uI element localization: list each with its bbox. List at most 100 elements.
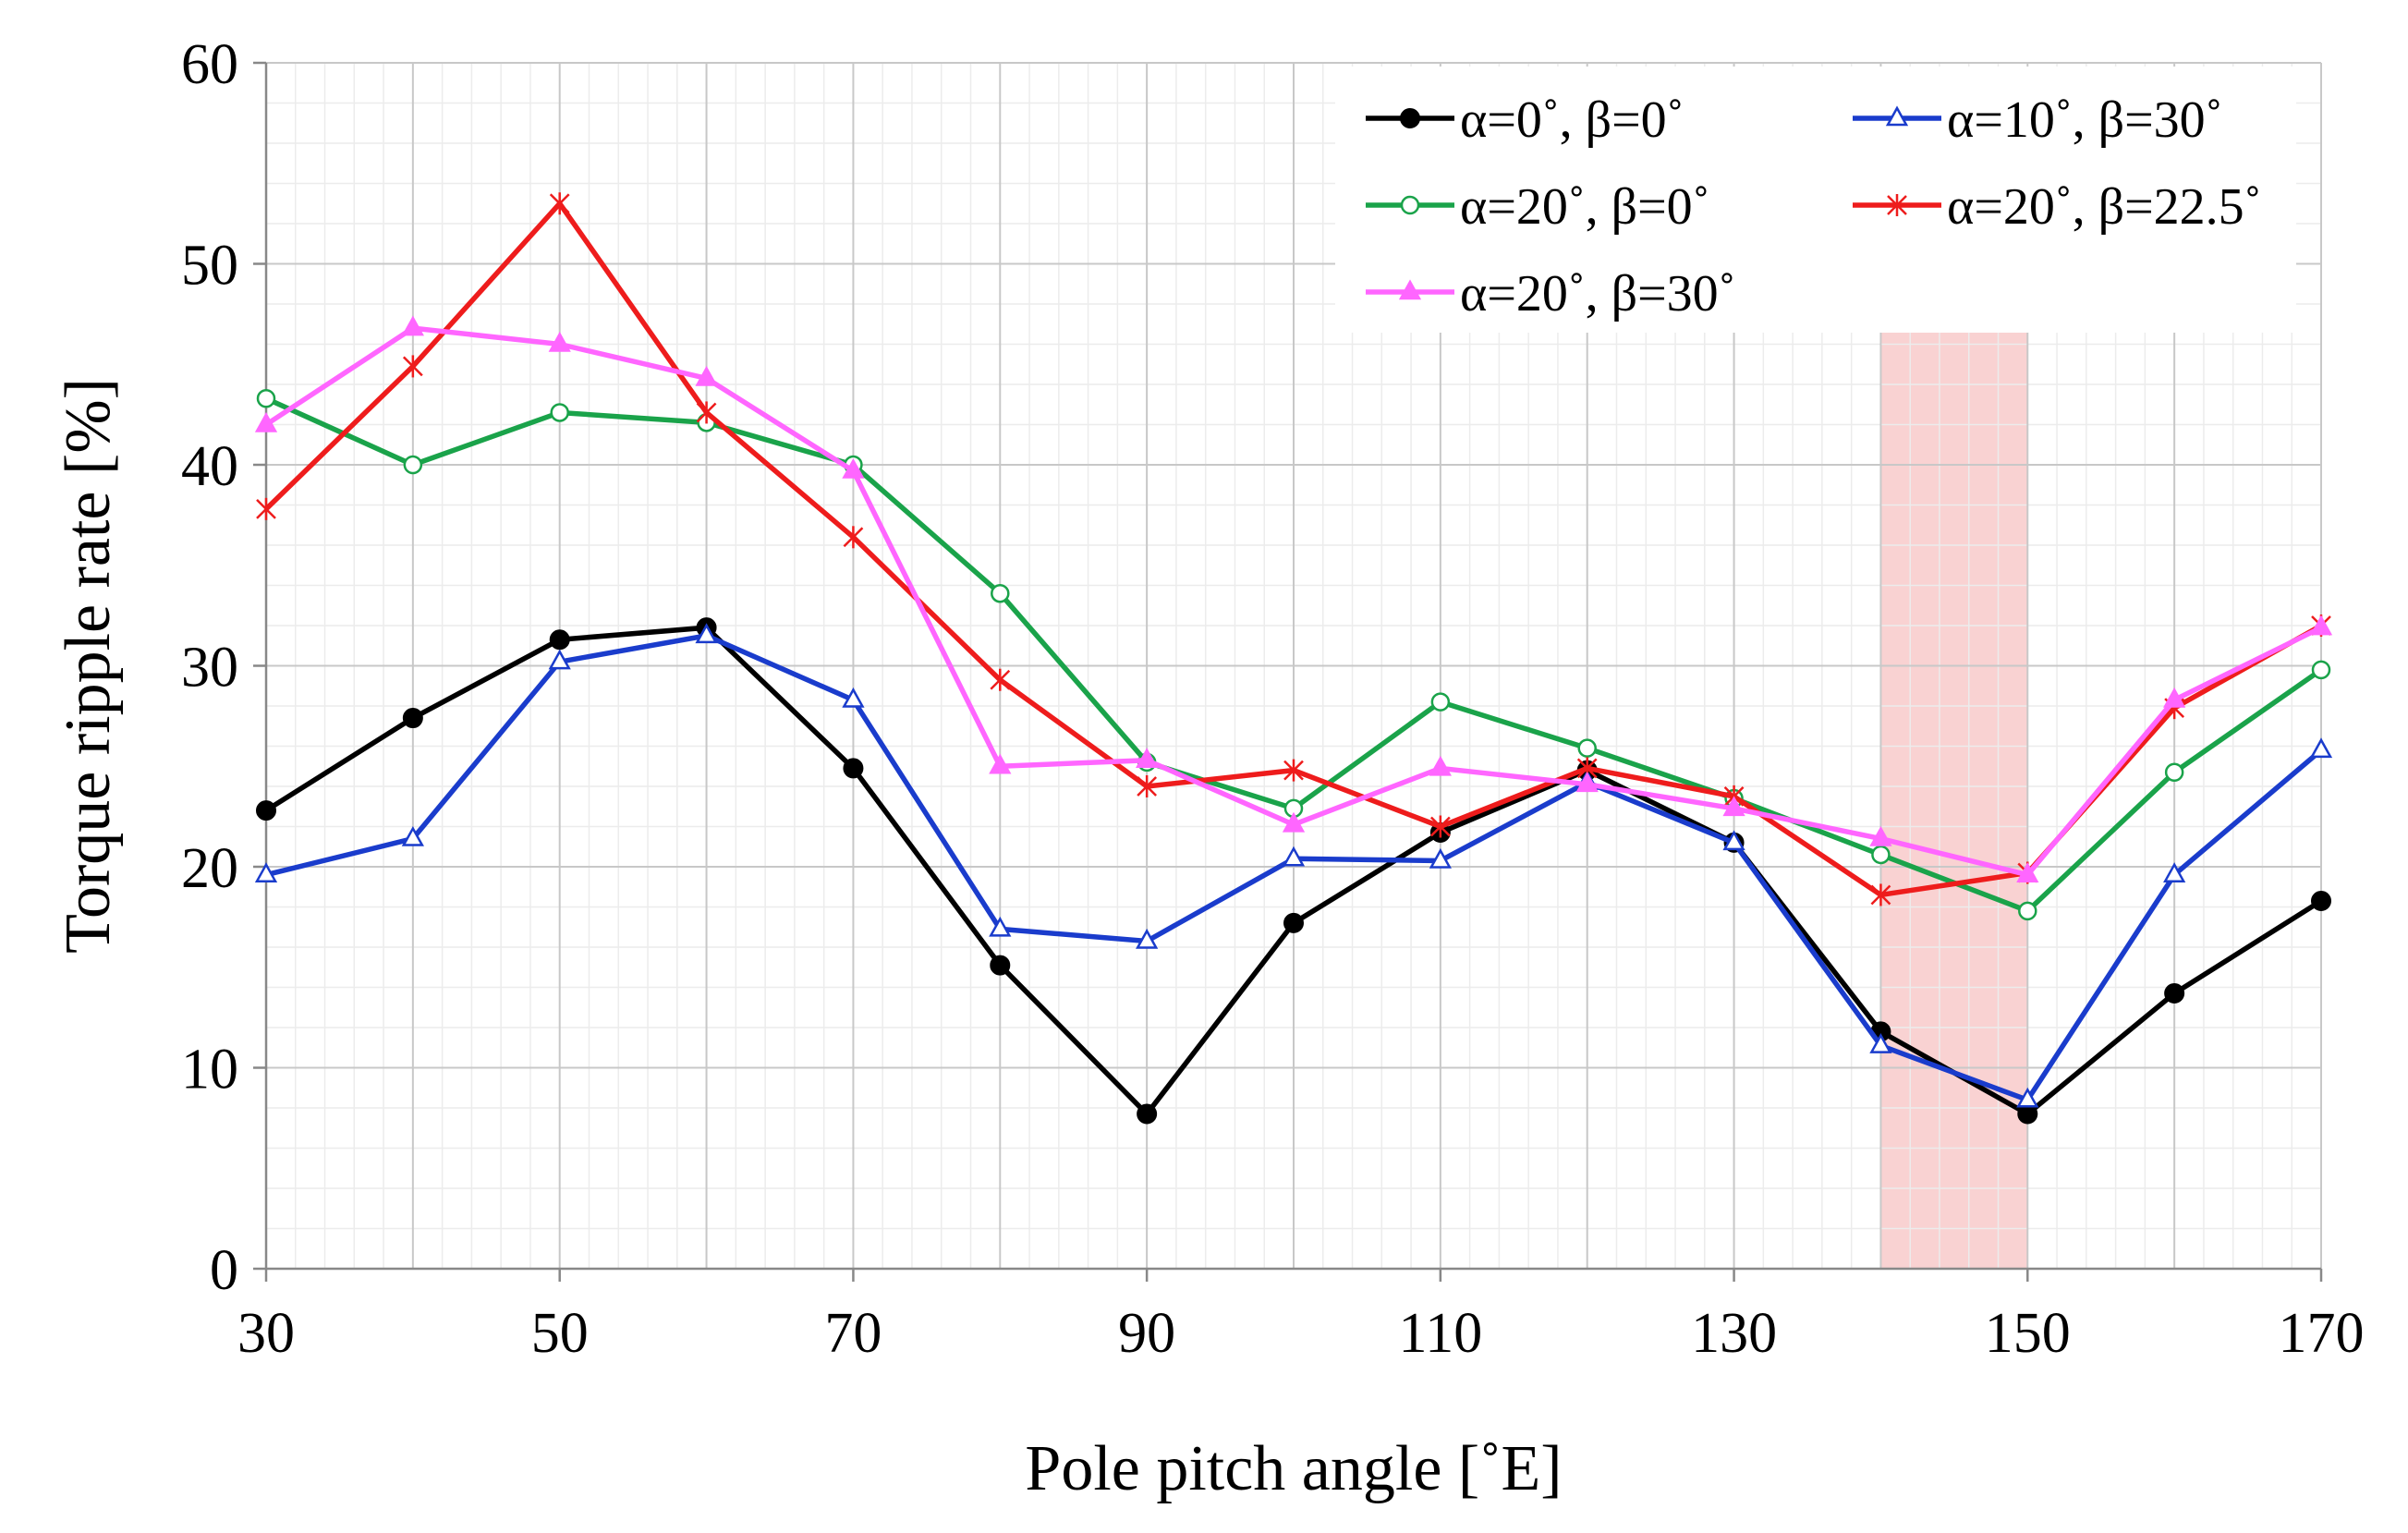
- x-tick-label: 90: [1118, 1302, 1175, 1365]
- series-3-point: [2164, 762, 2184, 783]
- series-2-point: [1722, 830, 1745, 851]
- axes: [253, 61, 2323, 1282]
- series-5-point: [548, 331, 571, 352]
- series-4-point: [696, 401, 717, 424]
- series-5-point: [1722, 796, 1745, 817]
- series-2-point: [2016, 1087, 2039, 1108]
- x-tick-label: 110: [1399, 1302, 1483, 1365]
- series-1-point: [1283, 912, 1304, 933]
- y-tick-label: 60: [181, 33, 238, 96]
- legend-entry-5: α=20˚, β=30˚: [1366, 265, 1735, 322]
- series-3-point: [1871, 845, 1891, 865]
- legend-entry-1: α=0˚, β=0˚: [1366, 91, 1684, 149]
- series-5-point: [1869, 825, 1892, 846]
- x-tick-label: 50: [531, 1302, 589, 1365]
- series-1-point: [256, 800, 276, 821]
- legend-swatch-marker: [1885, 105, 1909, 127]
- x-tick-label: 170: [2279, 1302, 2365, 1365]
- series-2-point: [254, 862, 278, 882]
- series-5-point: [2163, 687, 2186, 708]
- series-2-point: [1869, 1033, 1892, 1053]
- legend-background: [1335, 67, 2296, 333]
- series-2: [254, 623, 2333, 1108]
- series-5-point: [1136, 748, 1159, 768]
- series-5-point: [1429, 755, 1452, 776]
- series-2-point: [401, 825, 424, 846]
- series-4-point: [1137, 775, 1158, 797]
- highlight-band: [1880, 331, 2028, 1269]
- series-5-point: [1282, 811, 1306, 833]
- legend-swatch-marker: [1887, 194, 1907, 216]
- legend-swatch-marker: [1400, 108, 1420, 128]
- series-5-point: [1575, 772, 1599, 793]
- series-5-point: [695, 365, 718, 386]
- series-5-point: [2309, 614, 2333, 636]
- series-3-point: [550, 403, 569, 422]
- series-4-point: [1283, 759, 1304, 782]
- series-1-point: [549, 629, 570, 651]
- series-4-point: [402, 355, 423, 378]
- series-1-point: [2164, 983, 2185, 1004]
- series-5-point: [401, 315, 424, 336]
- series-2-point: [1136, 928, 1159, 949]
- series-4-point: [549, 192, 570, 215]
- series-4-point: [990, 668, 1011, 691]
- series-2-point: [989, 916, 1012, 937]
- legend-swatch-marker: [1400, 195, 1420, 215]
- y-tick-label: 10: [181, 1039, 238, 1101]
- legend-label: α=10˚, β=30˚: [1947, 91, 2222, 149]
- series-3-point: [1430, 692, 1451, 712]
- series-2-point: [842, 687, 865, 708]
- series-3-point: [256, 388, 276, 408]
- y-tick-label: 40: [181, 435, 238, 498]
- series-2-point: [548, 649, 571, 670]
- series-4-point: [256, 497, 276, 520]
- legend-entry-3: α=20˚, β=0˚: [1366, 178, 1709, 236]
- series-1-point: [1137, 1103, 1158, 1125]
- legend-label: α=20˚, β=22.5˚: [1947, 178, 2261, 236]
- y-tick-label: 30: [181, 637, 238, 700]
- series-1-point: [402, 708, 423, 729]
- series-1-point: [990, 955, 1011, 976]
- legend-label: α=0˚, β=0˚: [1460, 91, 1684, 149]
- x-tick-label: 70: [824, 1302, 882, 1365]
- x-tick-label: 130: [1691, 1302, 1777, 1365]
- legend-entry-2: α=10˚, β=30˚: [1853, 91, 2222, 149]
- series-layer: [254, 192, 2333, 1125]
- y-tick-label: 0: [210, 1239, 238, 1302]
- series-2-point: [2309, 737, 2333, 759]
- x-tick-label: 30: [237, 1302, 295, 1365]
- series-2-point: [2163, 862, 2186, 882]
- series-2-point: [1282, 846, 1306, 867]
- series-5-point: [254, 411, 278, 432]
- series-3-point: [991, 583, 1010, 603]
- series-5-point: [989, 753, 1012, 774]
- series-5: [254, 315, 2333, 882]
- legend-swatch-marker: [1398, 279, 1422, 300]
- series-3-point: [1577, 738, 1597, 758]
- series-1-point: [2311, 890, 2331, 911]
- series-3-point: [2311, 660, 2331, 680]
- series-5-point: [2016, 862, 2039, 882]
- series-3-point: [403, 455, 423, 475]
- series-3-point: [2018, 901, 2037, 921]
- series-1-point: [843, 758, 864, 779]
- x-axis-title: Pole pitch angle [˚E]: [1025, 1433, 1562, 1504]
- series-2-point: [1429, 847, 1452, 869]
- series-4-point: [1429, 815, 1451, 838]
- y-tick-label: 50: [181, 235, 238, 298]
- x-tick-label: 150: [1985, 1302, 2071, 1365]
- y-tick-label: 20: [181, 837, 238, 900]
- legend-label: α=20˚, β=0˚: [1460, 178, 1709, 236]
- highlight-band-layer: [1880, 331, 2028, 1269]
- legend-label: α=20˚, β=30˚: [1460, 265, 1735, 322]
- series-4-point: [1870, 883, 1891, 906]
- legend-entry-4: α=20˚, β=22.5˚: [1853, 178, 2261, 236]
- series-2-point: [695, 623, 718, 644]
- series-5-point: [842, 457, 865, 479]
- legend: α=0˚, β=0˚ α=10˚, β=30˚ α=20˚, β=0˚ α=20˚, …: [1335, 67, 2296, 333]
- series-4-point: [843, 526, 864, 549]
- tick-labels: 0 10 20 30 40 50 60 30 50 70 90 110 130 150 170: [181, 33, 2365, 1365]
- y-axis-title: Torque ripple rate [%]: [53, 378, 124, 954]
